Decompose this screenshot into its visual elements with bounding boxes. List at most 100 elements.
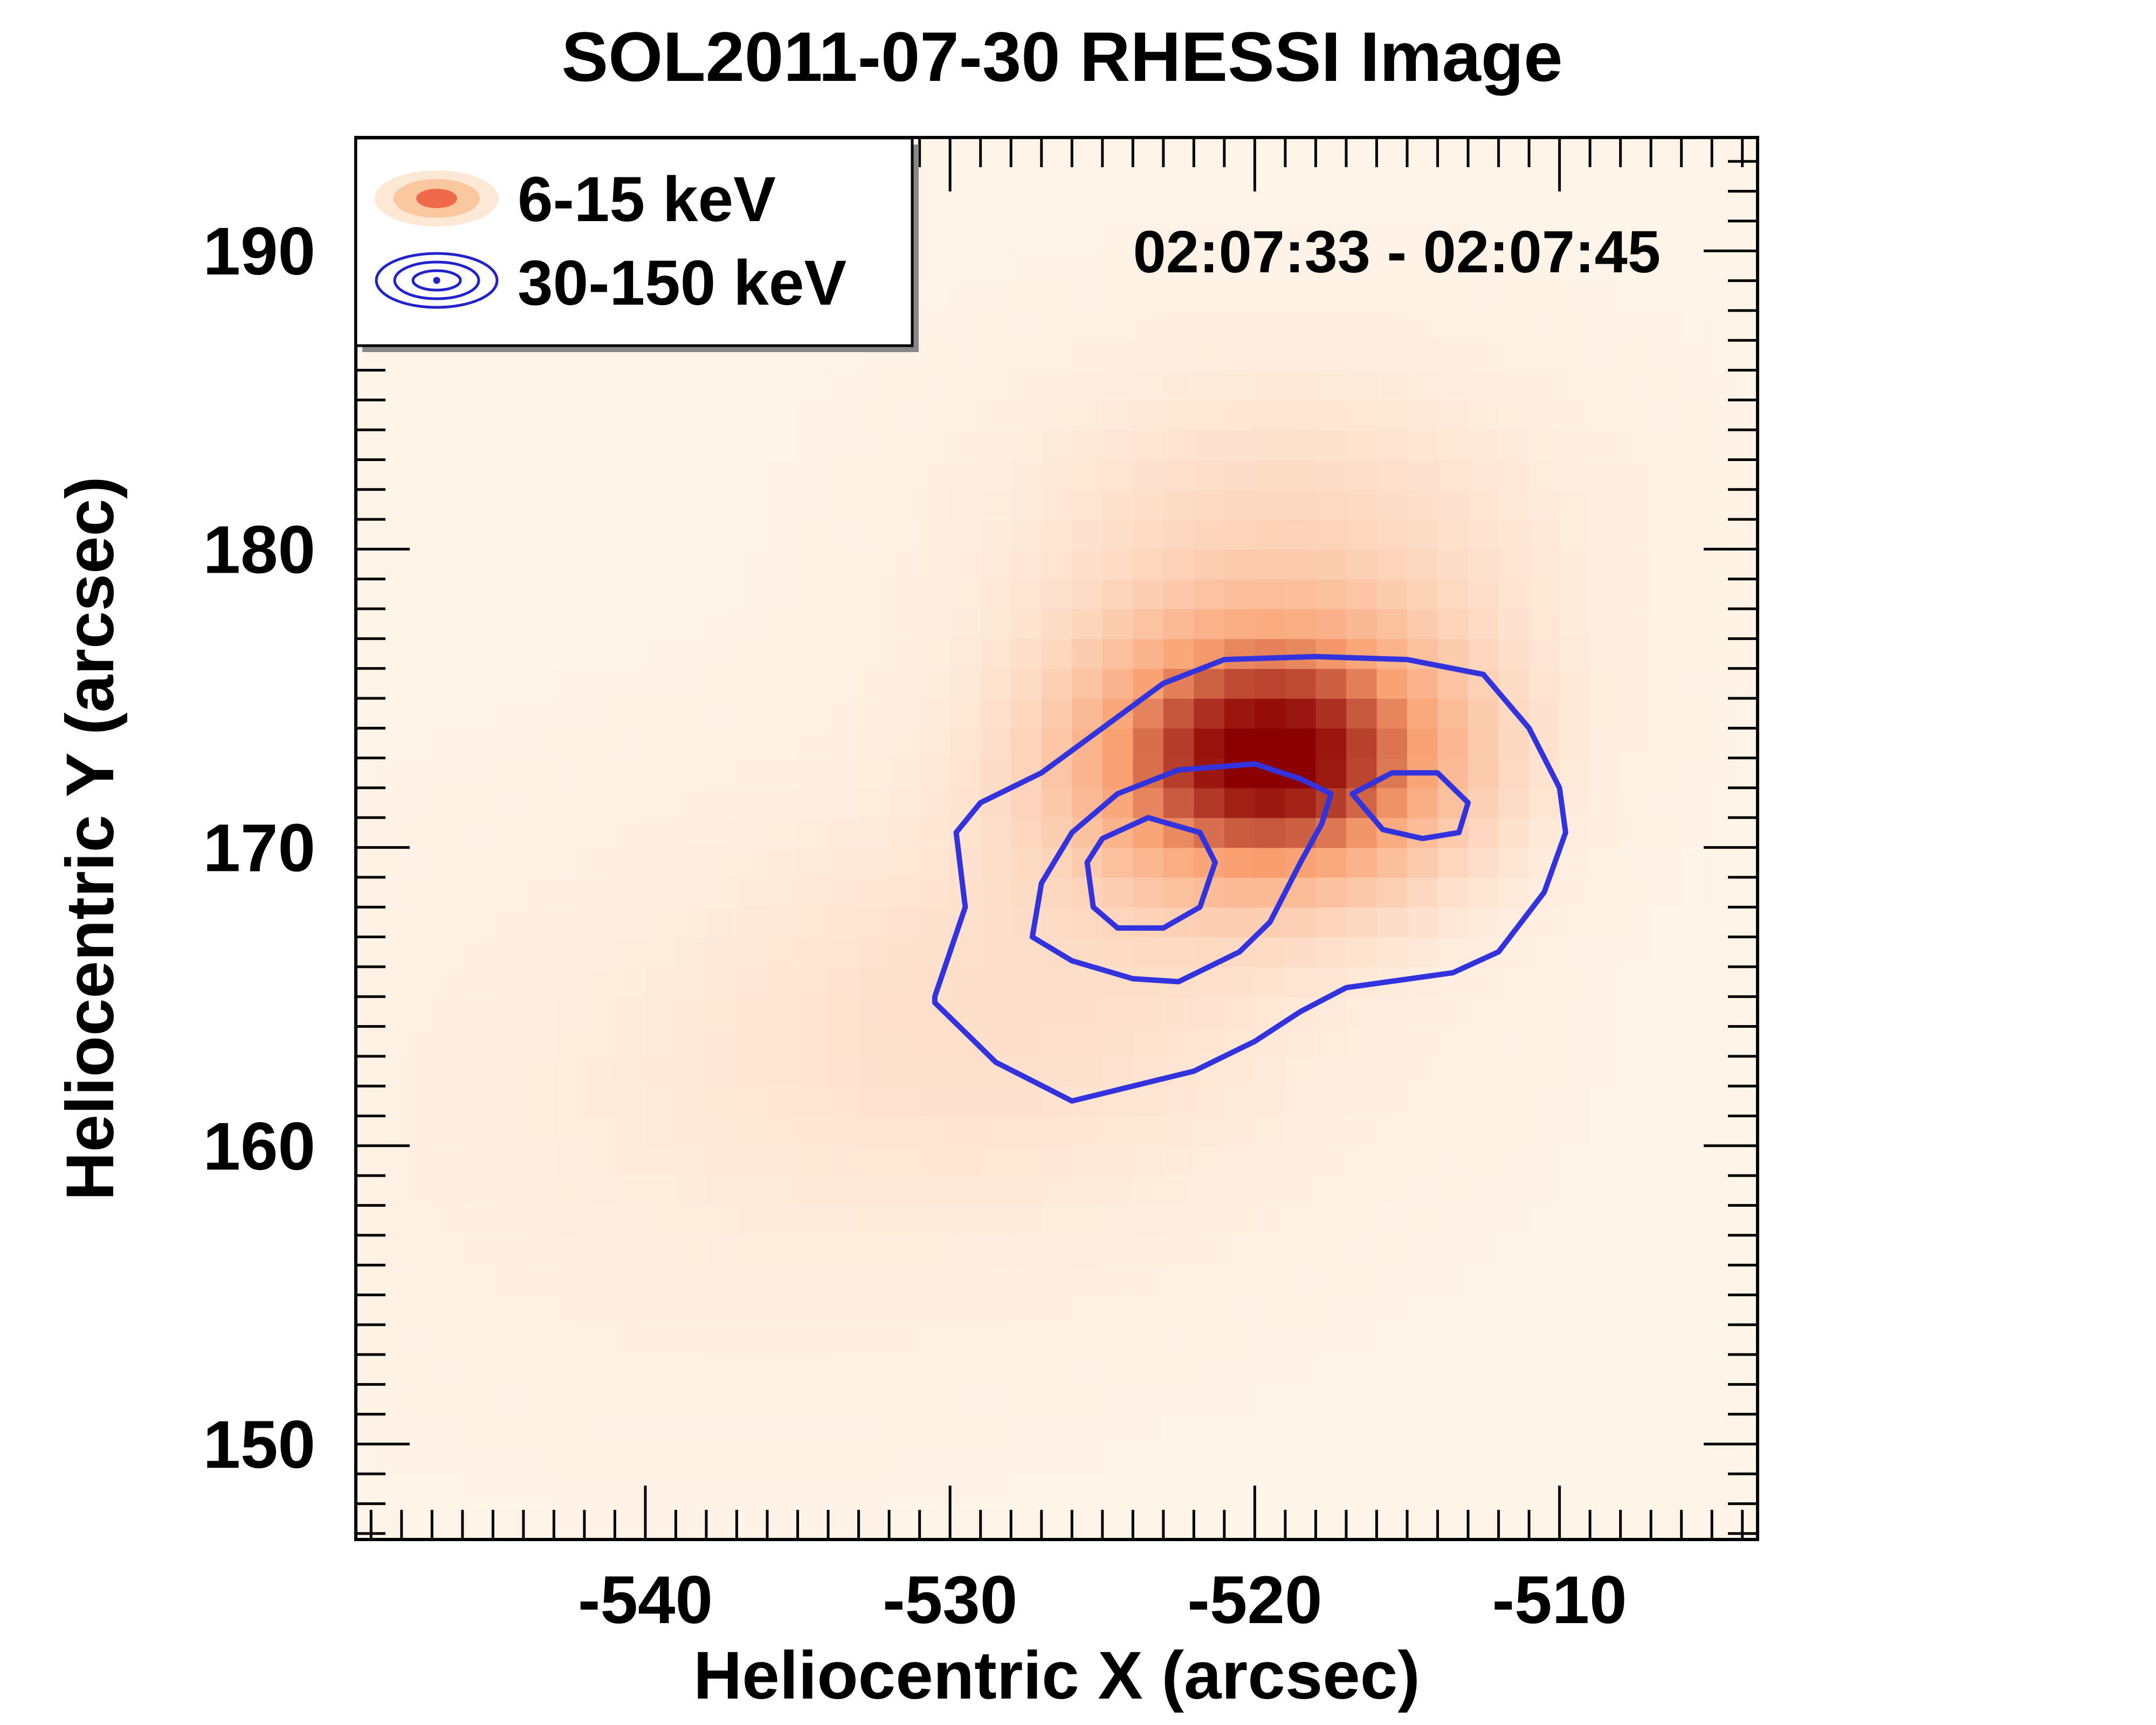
heatmap-pixel bbox=[1407, 370, 1438, 401]
heatmap-pixel bbox=[1529, 1324, 1560, 1355]
heatmap-pixel bbox=[1376, 1503, 1408, 1534]
heatmap-pixel bbox=[1315, 519, 1347, 550]
heatmap-pixel bbox=[371, 787, 402, 819]
heatmap-pixel bbox=[401, 1086, 433, 1117]
heatmap-pixel bbox=[371, 1533, 402, 1540]
heatmap-pixel bbox=[1712, 1355, 1743, 1385]
heatmap-pixel bbox=[1590, 549, 1621, 580]
heatmap-pixel bbox=[1376, 877, 1408, 908]
heatmap-pixel bbox=[356, 1086, 372, 1117]
heatmap-pixel bbox=[1255, 549, 1286, 580]
heatmap-pixel bbox=[1559, 728, 1590, 759]
heatmap-pixel bbox=[1468, 1414, 1499, 1445]
heatmap-pixel bbox=[676, 847, 707, 878]
heatmap-pixel bbox=[676, 1444, 707, 1475]
heatmap-pixel bbox=[1620, 138, 1651, 162]
heatmap-pixel bbox=[1529, 817, 1560, 848]
heatmap-pixel bbox=[1590, 698, 1621, 729]
heatmap-pixel bbox=[1590, 1056, 1621, 1087]
heatmap-pixel bbox=[1468, 638, 1499, 669]
heatmap-pixel bbox=[950, 579, 981, 609]
heatmap-pixel bbox=[1285, 668, 1317, 699]
heatmap-pixel bbox=[1468, 459, 1499, 490]
heatmap-pixel bbox=[1590, 251, 1621, 281]
heatmap-pixel bbox=[1590, 1116, 1621, 1146]
heatmap-pixel bbox=[889, 1444, 920, 1475]
heatmap-pixel bbox=[1041, 1145, 1073, 1176]
heatmap-pixel bbox=[919, 280, 950, 311]
heatmap-pixel bbox=[1133, 1355, 1164, 1385]
heatmap-pixel bbox=[554, 966, 585, 997]
heatmap-pixel bbox=[1315, 459, 1347, 490]
heatmap-pixel bbox=[1498, 638, 1530, 669]
heatmap-pixel bbox=[797, 1324, 829, 1355]
heatmap-pixel bbox=[676, 1086, 707, 1117]
heatmap-pixel bbox=[676, 609, 707, 640]
heatmap-pixel bbox=[1590, 638, 1621, 669]
heatmap-pixel bbox=[980, 1474, 1012, 1504]
heatmap-pixel bbox=[645, 847, 677, 878]
heatmap-pixel bbox=[1376, 579, 1408, 609]
heatmap-pixel bbox=[1407, 459, 1438, 490]
heatmap-pixel bbox=[645, 996, 677, 1027]
heatmap-pixel bbox=[980, 937, 1012, 967]
heatmap-pixel bbox=[1651, 1026, 1682, 1057]
heatmap-pixel bbox=[1376, 668, 1408, 699]
heatmap-pixel bbox=[1559, 698, 1590, 729]
heatmap-pixel bbox=[1315, 221, 1347, 252]
heatmap-pixel bbox=[1072, 668, 1103, 699]
heatmap-pixel bbox=[1407, 817, 1438, 848]
heatmap-pixel bbox=[1133, 847, 1164, 878]
heatmap-pixel bbox=[523, 1145, 555, 1176]
heatmap-pixel bbox=[1498, 758, 1530, 788]
heatmap-pixel bbox=[645, 609, 677, 640]
heatmap-pixel bbox=[584, 1444, 616, 1475]
heatmap-pixel bbox=[1681, 1444, 1713, 1475]
heatmap-pixel bbox=[371, 489, 402, 520]
heatmap-pixel bbox=[1590, 221, 1621, 252]
heatmap-pixel bbox=[1224, 310, 1256, 341]
heatmap-pixel bbox=[1072, 191, 1103, 222]
heatmap-pixel bbox=[401, 1444, 433, 1475]
heatmap-pixel bbox=[736, 489, 768, 520]
heatmap-pixel bbox=[1102, 1205, 1134, 1236]
heatmap-pixel bbox=[356, 459, 372, 490]
heatmap-pixel bbox=[1163, 1503, 1195, 1534]
heatmap-pixel bbox=[1712, 787, 1743, 819]
heatmap-pixel bbox=[1041, 138, 1073, 162]
y-axis-label: Heliocentric Y (arcsec) bbox=[53, 476, 128, 1200]
heatmap-pixel bbox=[1590, 728, 1621, 759]
heatmap-pixel bbox=[645, 549, 677, 580]
heatmap-pixel bbox=[1011, 1205, 1042, 1236]
heatmap-pixel bbox=[1590, 1533, 1621, 1540]
heatmap-pixel bbox=[615, 668, 646, 699]
heatmap-pixel bbox=[1163, 459, 1195, 490]
heatmap-pixel bbox=[1315, 1265, 1347, 1296]
heatmap-pixel bbox=[1011, 1145, 1042, 1176]
heatmap-pixel bbox=[401, 489, 433, 520]
heatmap-pixel bbox=[462, 787, 494, 819]
heatmap-pixel bbox=[1620, 1235, 1651, 1266]
heatmap-pixel bbox=[1651, 996, 1682, 1027]
heatmap-pixel bbox=[1590, 817, 1621, 848]
heatmap-pixel bbox=[1712, 609, 1743, 640]
heatmap-pixel bbox=[767, 1235, 798, 1266]
heatmap-pixel bbox=[1072, 430, 1103, 461]
heatmap-pixel bbox=[676, 1295, 707, 1325]
heatmap-pixel bbox=[1590, 1474, 1621, 1504]
heatmap-pixel bbox=[493, 907, 524, 938]
heatmap-pixel bbox=[1102, 609, 1134, 640]
heatmap-pixel bbox=[1468, 1235, 1499, 1266]
heatmap-pixel bbox=[1437, 758, 1469, 788]
heatmap-pixel bbox=[1285, 1533, 1317, 1540]
heatmap-pixel bbox=[1498, 1265, 1530, 1296]
heatmap-pixel bbox=[980, 459, 1012, 490]
heatmap-pixel bbox=[858, 728, 890, 759]
heatmap-pixel bbox=[1072, 758, 1103, 788]
heatmap-pixel bbox=[1590, 787, 1621, 819]
heatmap-pixel bbox=[1681, 1056, 1713, 1087]
heatmap-pixel bbox=[1407, 996, 1438, 1027]
heatmap-pixel bbox=[1376, 698, 1408, 729]
heatmap-pixel bbox=[1255, 1474, 1286, 1504]
heatmap-pixel bbox=[1437, 1145, 1469, 1176]
